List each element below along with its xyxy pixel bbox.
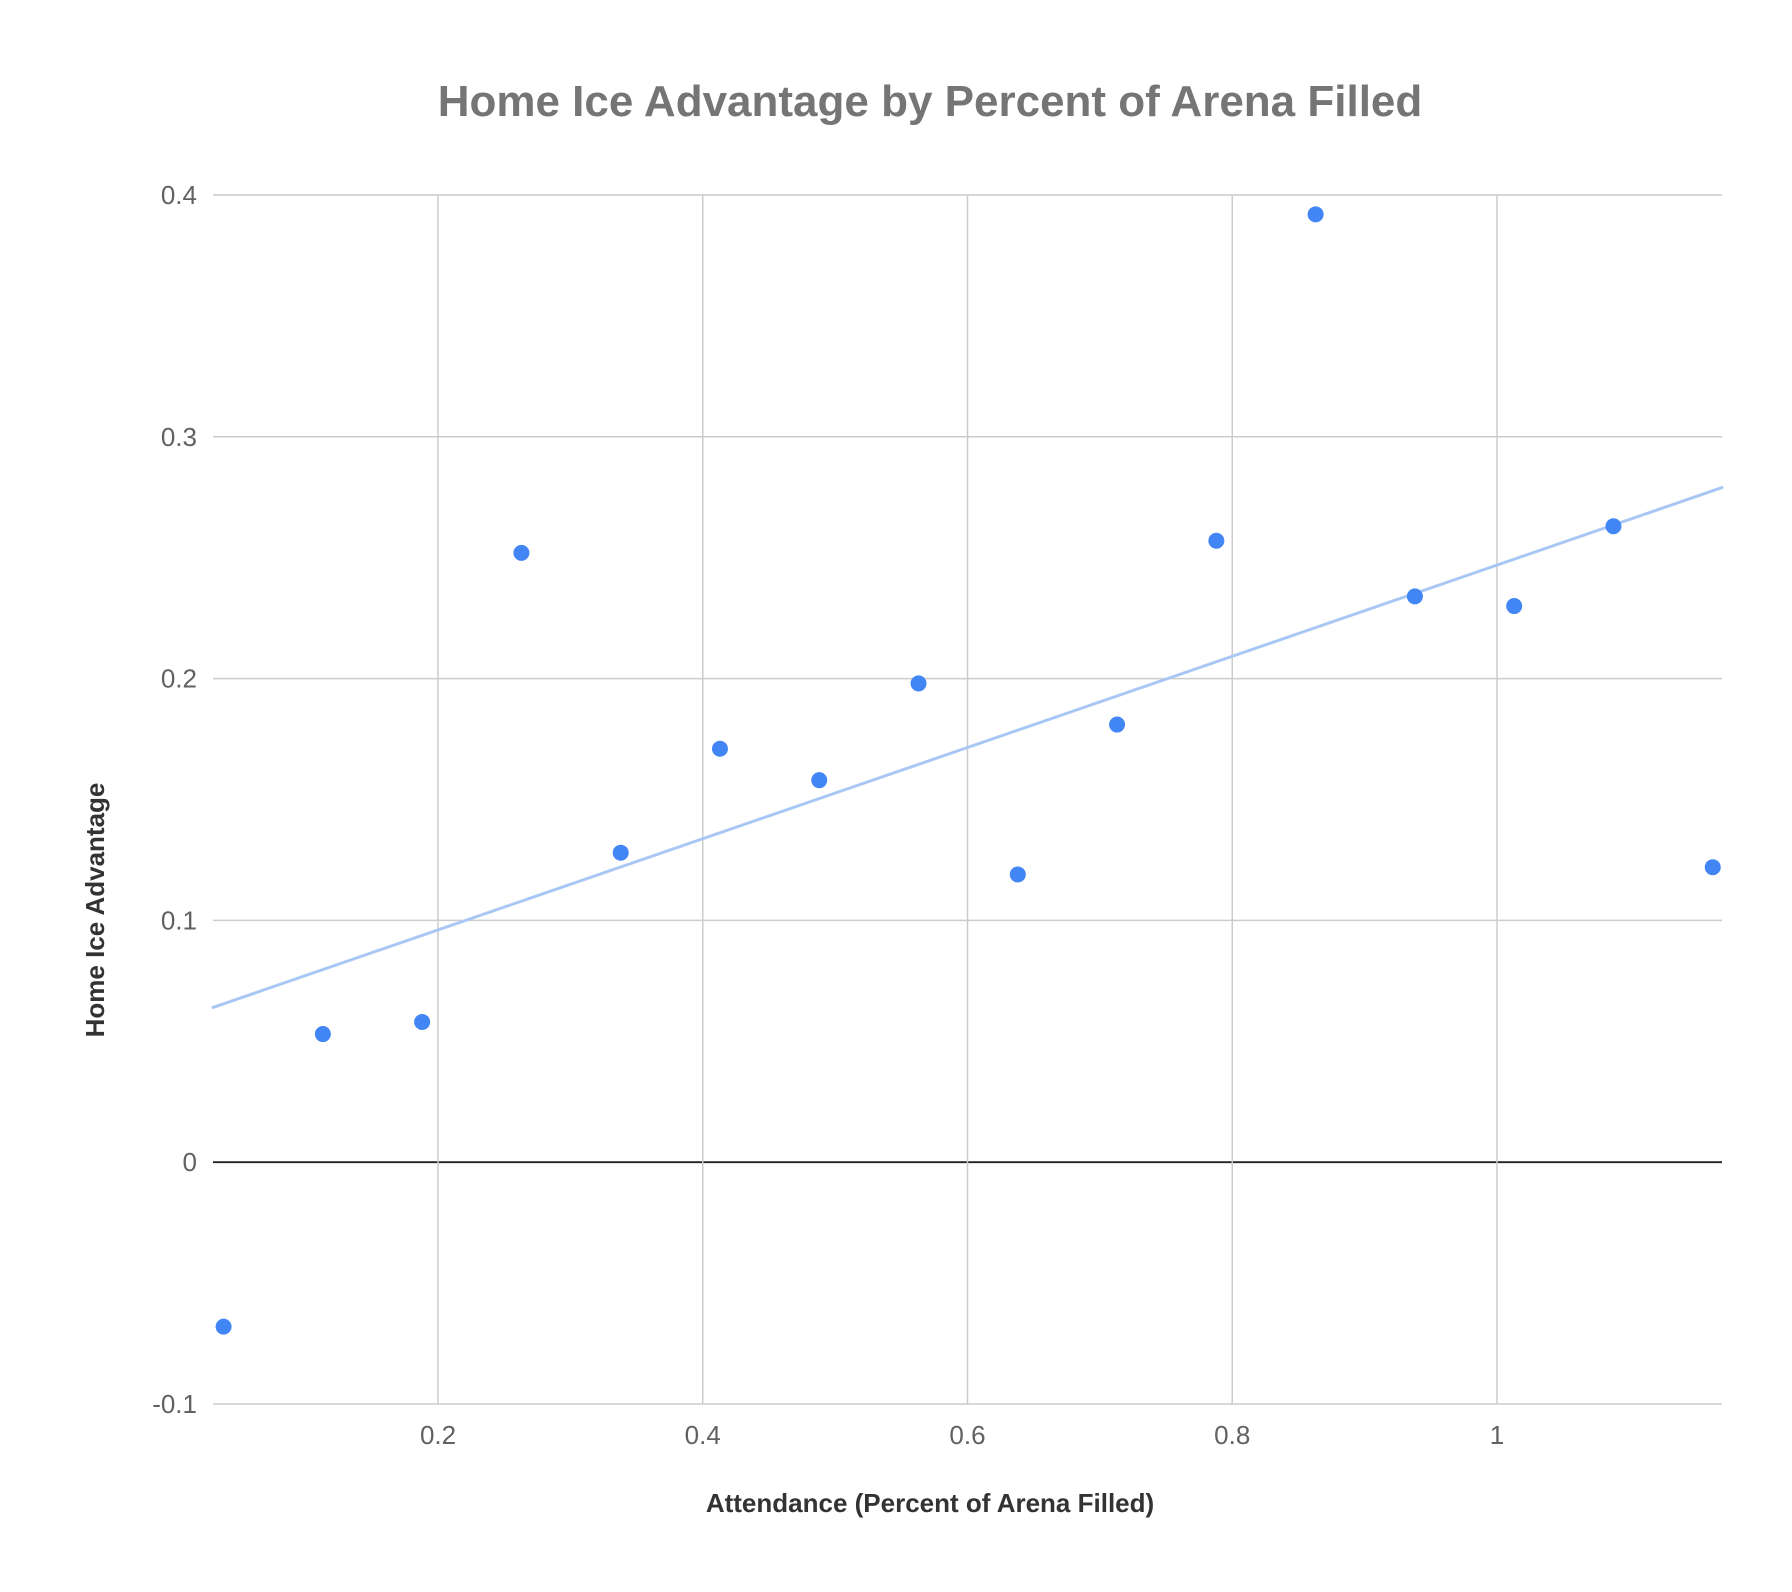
trendline-layer bbox=[211, 486, 1724, 1009]
data-point bbox=[513, 544, 530, 561]
data-point bbox=[711, 740, 728, 757]
data-point bbox=[811, 772, 828, 789]
data-point bbox=[612, 844, 629, 861]
data-point bbox=[215, 1318, 232, 1335]
y-axis-label: Home Ice Advantage bbox=[80, 783, 110, 1038]
data-point bbox=[910, 675, 927, 692]
y-tick-label: 0.2 bbox=[161, 664, 197, 694]
data-point bbox=[1307, 206, 1324, 223]
x-tick-label: 0.8 bbox=[1214, 1420, 1250, 1450]
y-tick-label: 0 bbox=[183, 1147, 197, 1177]
data-point bbox=[1506, 598, 1523, 615]
data-point bbox=[1704, 859, 1721, 876]
data-point bbox=[314, 1026, 331, 1043]
y-tick-label: 0.4 bbox=[161, 180, 197, 210]
x-tick-label: 1 bbox=[1490, 1420, 1504, 1450]
data-point bbox=[1009, 866, 1026, 883]
data-point bbox=[1208, 532, 1225, 549]
tick-labels: -0.1 0 0.1 0.2 0.3 0.4 0.2 0.4 0.6 0.8 1 bbox=[152, 180, 1504, 1450]
x-tick-label: 0.2 bbox=[420, 1420, 456, 1450]
y-tick-label: 0.1 bbox=[161, 905, 197, 935]
chart-title: Home Ice Advantage by Percent of Arena F… bbox=[438, 77, 1423, 126]
y-tick-label: 0.3 bbox=[161, 422, 197, 452]
data-point bbox=[1605, 518, 1622, 535]
data-points bbox=[215, 206, 1721, 1335]
trendline bbox=[211, 486, 1724, 1009]
x-tick-label: 0.6 bbox=[949, 1420, 985, 1450]
data-point bbox=[414, 1013, 431, 1030]
x-axis-label: Attendance (Percent of Arena Filled) bbox=[706, 1488, 1154, 1518]
data-point bbox=[1109, 716, 1126, 733]
grid bbox=[213, 194, 1722, 1405]
x-tick-label: 0.4 bbox=[685, 1420, 721, 1450]
y-tick-label: -0.1 bbox=[152, 1389, 197, 1419]
data-point bbox=[1406, 588, 1423, 605]
